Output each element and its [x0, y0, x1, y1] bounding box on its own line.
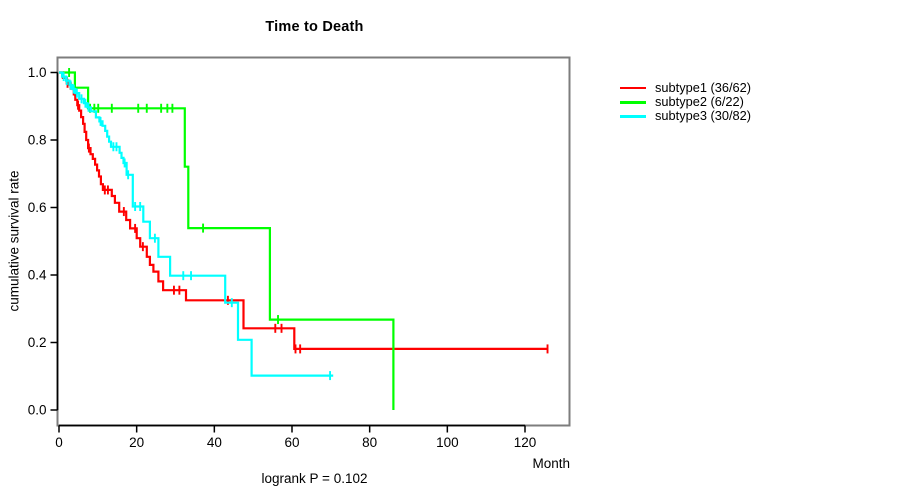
y-tick-label: 0.8	[28, 133, 47, 148]
x-tick-label: 0	[55, 435, 63, 450]
y-axis-label: cumulative survival rate	[6, 170, 22, 312]
x-axis-label: Month	[532, 456, 570, 471]
y-tick-label: 0.2	[28, 335, 47, 350]
y-tick-label: 1.0	[28, 65, 47, 80]
x-tick-label: 40	[207, 435, 222, 450]
legend-item-label: subtype2 (6/22)	[655, 94, 744, 110]
logrank-pvalue-annotation: logrank P = 0.102	[261, 471, 368, 486]
x-tick-label: 80	[362, 435, 377, 450]
x-tick-label: 60	[284, 435, 299, 450]
plot-border	[56, 56, 571, 427]
legend-item-label: subtype3 (30/82)	[655, 108, 752, 124]
legend-item-subtype1: subtype1 (36/62)	[620, 80, 752, 95]
legend: subtype1 (36/62) subtype2 (6/22) subtype…	[620, 80, 752, 124]
curve-subtype1	[59, 71, 548, 350]
curve-subtype2	[59, 71, 395, 410]
legend-item-subtype2: subtype2 (6/22)	[620, 94, 751, 110]
y-tick-label: 0.6	[28, 200, 47, 215]
chart-title: Time to Death	[265, 19, 364, 35]
x-tick-label: 20	[129, 435, 144, 450]
legend-line-swatch	[620, 100, 646, 104]
y-tick-label: 0.0	[28, 403, 47, 418]
legend-line-swatch	[620, 115, 646, 118]
x-tick-label: 100	[436, 435, 459, 450]
y-tick-label: 0.4	[28, 268, 47, 283]
legend-line-swatch	[620, 86, 646, 90]
legend-item-label: subtype1 (36/62)	[655, 80, 752, 95]
x-tick-label: 120	[514, 435, 537, 450]
legend-item-subtype3: subtype3 (30/82)	[620, 109, 751, 123]
curve-subtype3	[59, 71, 334, 377]
